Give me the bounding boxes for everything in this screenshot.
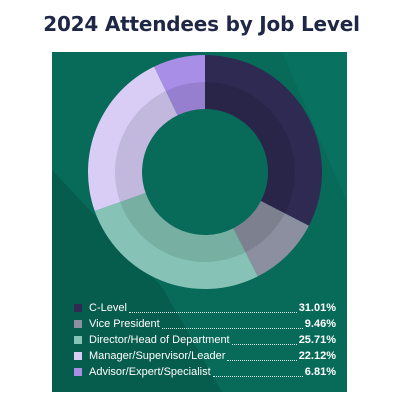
- legend-value: 6.81%: [304, 366, 336, 378]
- legend-label: C-Level: [89, 302, 127, 314]
- inner-ring-shade: [114, 82, 295, 262]
- chart-title: 2024 Attendees by Job Level: [43, 12, 360, 36]
- legend-value: 31.01%: [298, 302, 336, 314]
- legend-leader-dots: [212, 367, 303, 377]
- legend-swatch: [74, 336, 82, 344]
- legend-leader-dots: [128, 303, 297, 313]
- legend-leader-dots: [161, 319, 303, 329]
- legend-item-advisor-expert-specialist: Advisor/Expert/Specialist 6.81%: [74, 364, 336, 380]
- donut-slice-c-level: [205, 55, 322, 226]
- donut-slice-vice-president: [233, 200, 309, 277]
- donut-chart: [88, 55, 322, 290]
- legend-swatch: [74, 368, 82, 376]
- legend-swatch: [74, 352, 82, 360]
- background-shading: [52, 52, 347, 392]
- legend-item-vice-president: Vice President 9.46%: [74, 316, 336, 332]
- legend-item-manager-supervisor-leader: Manager/Supervisor/Leader 22.12%: [74, 348, 336, 364]
- chart-legend: C-Level 31.01% Vice President 9.46% Director…: [74, 300, 336, 380]
- legend-label: Manager/Supervisor/Leader: [89, 350, 226, 362]
- legend-label: Director/Head of Department: [89, 334, 230, 346]
- legend-swatch: [74, 320, 82, 328]
- chart-panel: C-Level 31.01% Vice President 9.46% Director…: [52, 52, 347, 392]
- legend-label: Advisor/Expert/Specialist: [89, 366, 211, 378]
- legend-value: 9.46%: [304, 318, 336, 330]
- legend-swatch: [74, 304, 82, 312]
- donut-slice-manager-supervisor-leader: [88, 66, 178, 212]
- legend-leader-dots: [227, 351, 297, 361]
- legend-value: 22.12%: [298, 350, 336, 362]
- legend-value: 25.71%: [298, 334, 336, 346]
- donut-slice-director-head-of-department: [94, 193, 258, 290]
- donut-slice-advisor-expert-specialist: [154, 55, 205, 116]
- legend-item-director-head-of-department: Director/Head of Department 25.71%: [74, 332, 336, 348]
- legend-leader-dots: [231, 335, 297, 345]
- legend-label: Vice President: [89, 318, 160, 330]
- legend-item-c-level: C-Level 31.01%: [74, 300, 336, 316]
